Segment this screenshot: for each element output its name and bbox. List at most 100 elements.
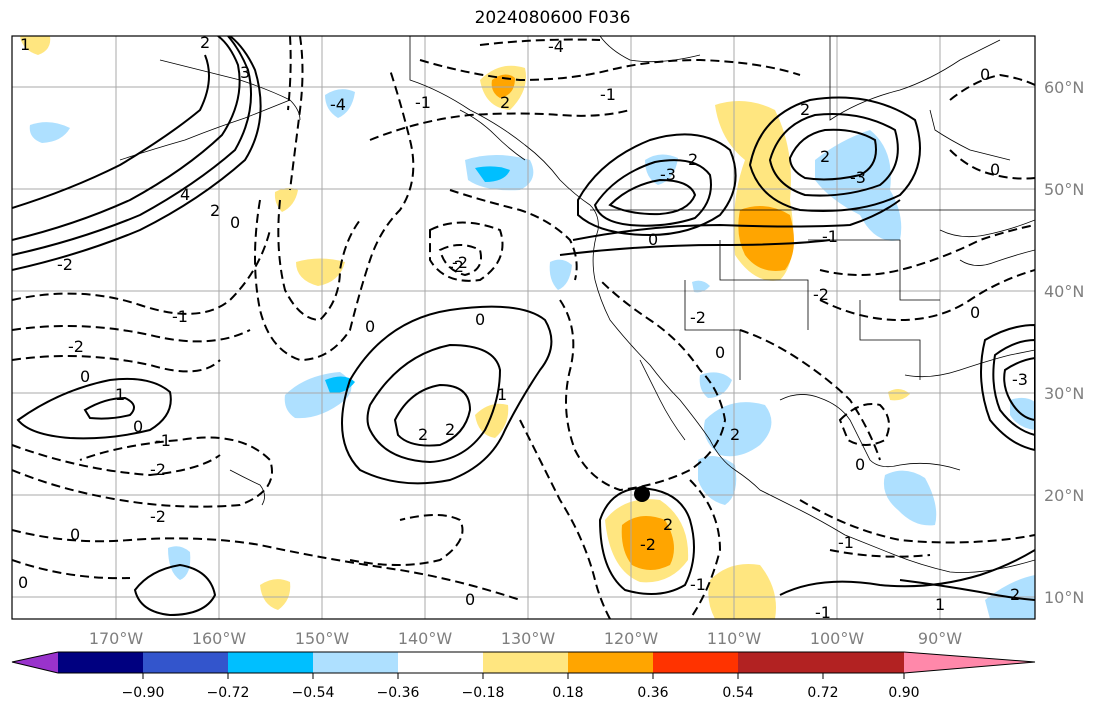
colorbar-overflow-arrow bbox=[904, 652, 1035, 673]
contour-label: 2 bbox=[500, 93, 510, 112]
colorbar: −0.90 −0.72 −0.54 −0.36 −0.18 0.18 0.36 … bbox=[11, 651, 1036, 701]
contour-label: -4 bbox=[548, 37, 564, 56]
contour-label: 1 bbox=[20, 35, 30, 54]
contour-label: -1 bbox=[690, 575, 706, 594]
contour-label: 2 bbox=[210, 201, 220, 220]
map-border bbox=[11, 35, 1036, 620]
colorbar-label: −0.54 bbox=[292, 685, 335, 701]
contour-label: -2 bbox=[150, 507, 166, 526]
lon-tick-label: 160°W bbox=[192, 629, 247, 648]
colorbar-outline bbox=[58, 651, 1036, 674]
colorbar-segment bbox=[58, 652, 143, 673]
contour-label: -3 bbox=[1012, 370, 1028, 389]
negative-shading bbox=[692, 280, 710, 293]
contour-label: -1 bbox=[172, 307, 188, 326]
contour-label: -2 bbox=[68, 337, 84, 356]
lon-tick-label: 120°W bbox=[604, 629, 659, 648]
negative-shading bbox=[168, 546, 191, 580]
contours-solid bbox=[12, 36, 1035, 617]
negative-shading bbox=[704, 402, 772, 457]
colorbar-label: 0.54 bbox=[722, 685, 753, 701]
colorbar-label: −0.90 bbox=[122, 685, 165, 701]
contour-labels: -4 -2 -2 -2 -2 -2 -2 -2 -1 -1 -1 0 0 0 0… bbox=[18, 33, 1028, 619]
contour-label: -2 bbox=[690, 308, 706, 327]
contour-label: -1 bbox=[155, 431, 171, 450]
contour-label: 0 bbox=[465, 590, 475, 609]
negative-shading bbox=[325, 89, 355, 118]
negative-shading bbox=[475, 166, 510, 182]
lat-tick-label: 50°N bbox=[1044, 180, 1084, 199]
negative-shading bbox=[883, 470, 937, 526]
contour-label: 0 bbox=[18, 573, 28, 592]
colorbar-segment bbox=[228, 652, 313, 673]
contour-label: -2 bbox=[448, 257, 464, 276]
contour-label: -2 bbox=[813, 285, 829, 304]
positive-shading bbox=[20, 36, 51, 55]
colorbar-label: 0.72 bbox=[807, 685, 838, 701]
positive-shading bbox=[491, 74, 515, 98]
contour-label: 2 bbox=[820, 147, 830, 166]
contour-label: 0 bbox=[715, 343, 725, 362]
lon-tick-label: 100°W bbox=[810, 629, 865, 648]
colorbar-label: −0.18 bbox=[462, 685, 505, 701]
colorbar-segment bbox=[823, 652, 904, 673]
lon-tick-label: 170°W bbox=[89, 629, 144, 648]
colorbar-label: 0.36 bbox=[637, 685, 668, 701]
lon-tick-label: 140°W bbox=[398, 629, 453, 648]
contour-label: 0 bbox=[990, 160, 1000, 179]
contour-label: -2 bbox=[57, 255, 73, 274]
lat-tick-label: 10°N bbox=[1044, 588, 1084, 607]
positive-shading bbox=[296, 258, 345, 286]
colorbar-segment bbox=[738, 652, 823, 673]
storm-center-marker bbox=[634, 486, 650, 502]
chart-title: 2024080600 F036 bbox=[474, 8, 631, 28]
positive-shading bbox=[621, 516, 674, 570]
contour-label: 1 bbox=[497, 385, 507, 404]
contour-label: -2 bbox=[452, 253, 468, 272]
colorbar-outline bbox=[11, 651, 59, 674]
contour-label: 1 bbox=[935, 595, 945, 614]
contours-dashed bbox=[12, 36, 1035, 619]
colorbar-label: 0.90 bbox=[888, 685, 919, 701]
colorbar-segment bbox=[398, 652, 483, 673]
contour-label: 1 bbox=[115, 385, 125, 404]
contour-label: -3 bbox=[660, 165, 676, 184]
contour-label: 0 bbox=[475, 310, 485, 329]
colorbar-label: 0.18 bbox=[552, 685, 583, 701]
positive-shading bbox=[708, 564, 776, 619]
contour-label: -4 bbox=[330, 95, 346, 114]
positive-shading bbox=[475, 403, 509, 438]
contour-label: 0 bbox=[855, 455, 865, 474]
lon-tick-label: 130°W bbox=[501, 629, 556, 648]
contour-label: 2 bbox=[688, 150, 698, 169]
lat-tick-label: 60°N bbox=[1044, 78, 1084, 97]
contour-label: 0 bbox=[70, 525, 80, 544]
contour-label: 0 bbox=[365, 317, 375, 336]
lon-tick-label: 90°W bbox=[918, 629, 962, 648]
lat-tick-label: 20°N bbox=[1044, 486, 1084, 505]
positive-shading bbox=[738, 206, 794, 271]
contour-label: -3 bbox=[850, 168, 866, 187]
negative-shading bbox=[29, 122, 70, 143]
lon-tick-label: 150°W bbox=[295, 629, 350, 648]
contour-label: 2 bbox=[800, 100, 810, 119]
contour-label: 0 bbox=[80, 367, 90, 386]
positive-shading bbox=[260, 579, 291, 610]
latitude-axis: 60°N 50°N 40°N 30°N 20°N 10°N bbox=[1044, 78, 1084, 607]
negative-shading bbox=[549, 259, 572, 290]
colorbar-underflow-arrow bbox=[12, 652, 58, 673]
contour-label: -1 bbox=[600, 85, 616, 104]
colorbar-segment bbox=[653, 652, 738, 673]
contour-label: -2 bbox=[640, 535, 656, 554]
lon-tick-label: 110°W bbox=[707, 629, 762, 648]
colorbar-label: −0.72 bbox=[207, 685, 250, 701]
contour-label: 0 bbox=[230, 213, 240, 232]
contour-label: 0 bbox=[970, 303, 980, 322]
contour-label: -1 bbox=[822, 227, 838, 246]
contour-label: 2 bbox=[200, 33, 210, 52]
contour-label: -1 bbox=[415, 93, 431, 112]
lat-tick-label: 30°N bbox=[1044, 384, 1084, 403]
colorbar-segment bbox=[483, 652, 568, 673]
contour-label: 0 bbox=[980, 65, 990, 84]
